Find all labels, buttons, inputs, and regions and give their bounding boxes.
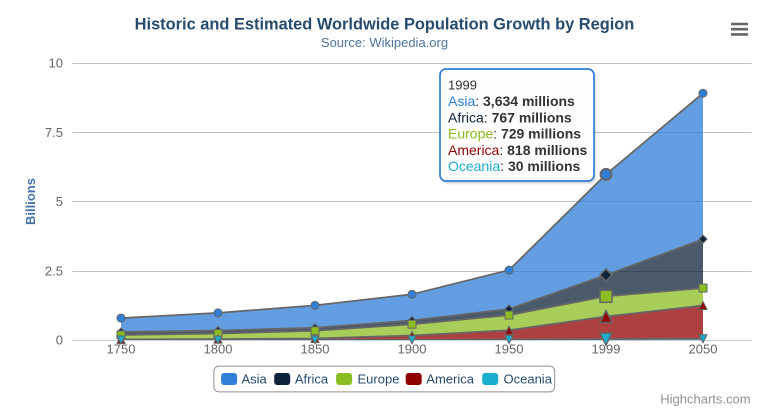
svg-text:1900: 1900 [398,342,427,357]
svg-text:Oceania: Oceania [504,372,553,387]
svg-text:America: 818 millions: America: 818 millions [448,142,587,158]
svg-text:1850: 1850 [301,342,330,357]
svg-text:1999: 1999 [592,342,621,357]
svg-text:Oceania: 30 millions: Oceania: 30 millions [448,158,581,174]
svg-text:Billions: Billions [23,178,38,225]
svg-text:Source: Wikipedia.org: Source: Wikipedia.org [321,35,448,50]
svg-text:7.5: 7.5 [45,125,63,140]
svg-text:1950: 1950 [495,342,524,357]
svg-text:1750: 1750 [107,342,136,357]
svg-text:Asia: 3,634 millions: Asia: 3,634 millions [448,93,575,109]
svg-text:Africa: Africa [295,372,329,387]
svg-text:Europe: Europe [358,372,400,387]
svg-text:1999: 1999 [448,78,477,93]
svg-text:America: America [426,372,474,387]
svg-text:0: 0 [56,333,63,348]
svg-text:Highcharts.com: Highcharts.com [660,392,750,407]
svg-text:2050: 2050 [689,342,718,357]
svg-text:2.5: 2.5 [45,263,63,278]
svg-text:10: 10 [49,56,63,71]
svg-text:5: 5 [56,194,63,209]
svg-text:1800: 1800 [204,342,233,357]
svg-text:Asia: Asia [242,372,268,387]
svg-text:Africa: 767 millions: Africa: 767 millions [448,109,572,125]
svg-text:Europe: 729 millions: Europe: 729 millions [448,126,581,142]
svg-text:Historic and Estimated Worldwi: Historic and Estimated Worldwide Populat… [135,16,635,34]
